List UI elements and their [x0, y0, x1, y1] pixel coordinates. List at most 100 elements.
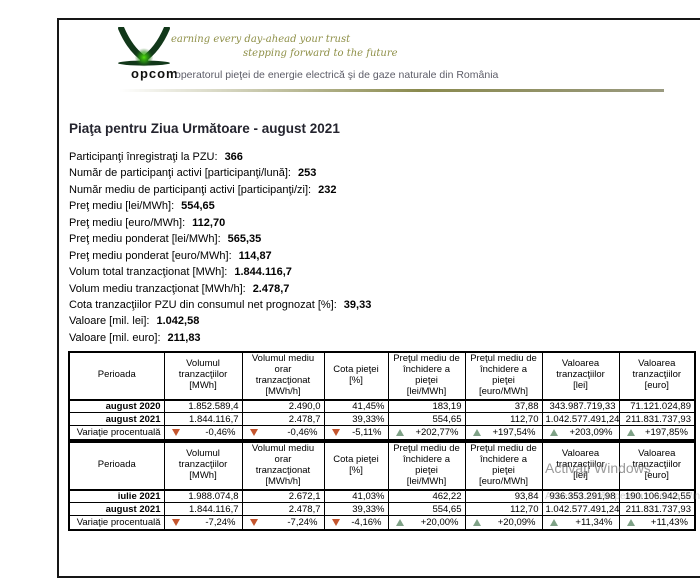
- column-header: Valoarea tranzacţiilor [euro]: [618, 441, 696, 491]
- table-cell: 93,84: [464, 489, 543, 504]
- stat-line: Volum total tranzacţionat [MWh]: 1.844.11…: [69, 264, 371, 280]
- trend-up-icon: [472, 519, 481, 527]
- opcom-logo-icon: [118, 27, 170, 67]
- stat-label: Număr mediu de participanţi activi [part…: [69, 183, 312, 196]
- table-cell: 39,33%: [323, 412, 389, 427]
- stat-line: Volum mediu tranzacţionat [MWh/h]: 2.478,…: [69, 281, 371, 297]
- table-cell: -7,24%: [163, 515, 243, 531]
- table-row: august 2021 1.844.116,7 2.478,7 39,33% 5…: [68, 412, 696, 427]
- stat-label: Preţ mediu ponderat [lei/MWh]:: [69, 233, 221, 246]
- table-cell: 554,65: [387, 412, 466, 427]
- column-header: Volumul tranzacţiilor [MWh]: [163, 441, 243, 491]
- table-cell: -7,24%: [241, 515, 325, 531]
- trend-up-icon: [472, 429, 481, 437]
- stat-line: Preţ mediu [euro/MWh]: 112,70: [69, 215, 371, 231]
- stat-value: 253: [297, 167, 317, 180]
- stat-label: Preţ mediu ponderat [euro/MWh]:: [69, 249, 232, 262]
- table-row: iulie 2021 1.988.074,8 2.672,1 41,03% 46…: [68, 489, 696, 504]
- column-header: Preţul mediu de închidere a pieţei [lei/…: [387, 351, 466, 401]
- table-cell: 71.121.024,89: [618, 399, 696, 414]
- table-cell: 2.672,1: [241, 489, 325, 504]
- period-cell: august 2020: [68, 399, 165, 414]
- stat-value: 112,70: [192, 216, 226, 229]
- table-cell: 41,03%: [323, 489, 389, 504]
- stat-value: 114,87: [238, 249, 272, 262]
- header-divider: [119, 89, 664, 92]
- stat-line: Valoare [mil. lei]: 1.042,58: [69, 313, 371, 329]
- table-cell: 37,88: [464, 399, 543, 414]
- table-cell: 343.987.719,33: [541, 399, 620, 414]
- stat-label: Cota tranzacţiilor PZU din consumul net …: [69, 298, 337, 311]
- stat-value: 2.478,7: [252, 282, 290, 295]
- stat-value: 366: [224, 151, 243, 163]
- comparison-table-monthly: Perioada Volumul tranzacţiilor [MWh] Vol…: [68, 441, 696, 532]
- table-cell: 1.042.577.491,24: [541, 412, 620, 427]
- stat-line: Număr de participanţi activi [participan…: [69, 165, 371, 181]
- table-cell: 2.478,7: [241, 502, 325, 517]
- table-cell: 1.988.074,8: [163, 489, 243, 504]
- column-header: Preţul mediu de închidere a pieţei [lei/…: [387, 441, 466, 491]
- table-cell: 211.831.737,93: [618, 502, 696, 517]
- table-cell: 1.844.116,7: [163, 412, 243, 427]
- period-cell: august 2021: [68, 412, 165, 427]
- table-cell: +203,09%: [541, 425, 620, 441]
- trend-down-icon: [331, 429, 340, 437]
- table-header-row: Perioada Volumul tranzacţiilor [MWh] Vol…: [68, 351, 696, 401]
- table-cell: -5,11%: [323, 425, 389, 441]
- brand-name: opcom: [131, 66, 179, 81]
- period-cell: iulie 2021: [68, 489, 165, 504]
- table-cell: 554,65: [387, 502, 466, 517]
- stat-line: Preţ mediu ponderat [euro/MWh]: 114,87: [69, 248, 371, 264]
- column-header: Cota pieţei [%]: [323, 441, 389, 491]
- variation-label: Variaţie procentuală: [68, 515, 165, 531]
- stat-line: Preţ mediu [lei/MWh]: 554,65: [69, 198, 371, 214]
- header-tagline-1: earning every day-ahead your trust: [171, 34, 351, 45]
- trend-down-icon: [171, 519, 180, 527]
- windows-activation-watermark-sub: Accesaţi Setări pentru a activa Windows.: [545, 491, 700, 502]
- table-header-row: Perioada Volumul tranzacţiilor [MWh] Vol…: [68, 441, 696, 491]
- column-header: Perioada: [68, 351, 165, 401]
- stat-label: Valoare [mil. lei]:: [69, 315, 150, 328]
- table-cell: +20,09%: [464, 515, 543, 531]
- column-header: Preţul mediu de închidere a pieţei [euro…: [464, 441, 543, 491]
- period-cell: august 2021: [68, 502, 165, 517]
- stat-value: 1.844.116,7: [234, 266, 292, 279]
- column-header: Volumul mediu orar tranzacţionat [MWh/h]: [241, 441, 325, 491]
- column-header: Valoarea tranzacţiilor [euro]: [618, 351, 696, 401]
- table-cell: 211.831.737,93: [618, 412, 696, 427]
- stat-line: Valoare [mil. euro]: 211,83: [69, 330, 371, 346]
- table-cell: 462,22: [387, 489, 466, 504]
- table-cell: -0,46%: [163, 425, 243, 441]
- trend-up-icon: [395, 429, 404, 437]
- table-cell: +202,77%: [387, 425, 466, 441]
- stat-label: Preţ mediu [euro/MWh]:: [69, 216, 186, 229]
- report-page: opcom earning every day-ahead your trust…: [57, 18, 700, 578]
- table-cell: -4,16%: [323, 515, 389, 531]
- stats-list: Participanţi înregistraţi la PZU: 366 Num…: [69, 149, 371, 346]
- table-row: august 2020 1.852.589,4 2.490,0 41,45% 1…: [68, 399, 696, 414]
- stat-value: 565,35: [227, 233, 262, 246]
- table-cell: 39,33%: [323, 502, 389, 517]
- stat-line: Cota tranzacţiilor PZU din consumul net …: [69, 297, 371, 313]
- stat-line: Număr mediu de participanţi activi [part…: [69, 182, 371, 198]
- variation-row: Variaţie procentuală -0,46% -0,46% -5,11…: [68, 425, 696, 441]
- table-cell: +20,00%: [387, 515, 466, 531]
- table-cell: 112,70: [464, 502, 543, 517]
- trend-down-icon: [171, 429, 180, 437]
- trend-up-icon: [626, 519, 635, 527]
- trend-up-icon: [626, 429, 635, 437]
- table-cell: +11,34%: [541, 515, 620, 531]
- table-cell: 1.852.589,4: [163, 399, 243, 414]
- page-title: Piaţa pentru Ziua Următoare - august 202…: [69, 121, 340, 136]
- table-cell: 1.844.116,7: [163, 502, 243, 517]
- column-header: Perioada: [68, 441, 165, 491]
- trend-down-icon: [331, 519, 340, 527]
- stat-value: 232: [318, 183, 337, 196]
- column-header: Volumul tranzacţiilor [MWh]: [163, 351, 243, 401]
- column-header: Valoarea tranzacţiilor [lei]: [541, 441, 620, 491]
- table-cell: 1.042.577.491,24: [541, 502, 620, 517]
- variation-label: Variaţie procentuală: [68, 425, 165, 441]
- stat-label: Preţ mediu [lei/MWh]:: [69, 200, 175, 213]
- stat-value: 554,65: [181, 200, 215, 213]
- table-cell: 2.478,7: [241, 412, 325, 427]
